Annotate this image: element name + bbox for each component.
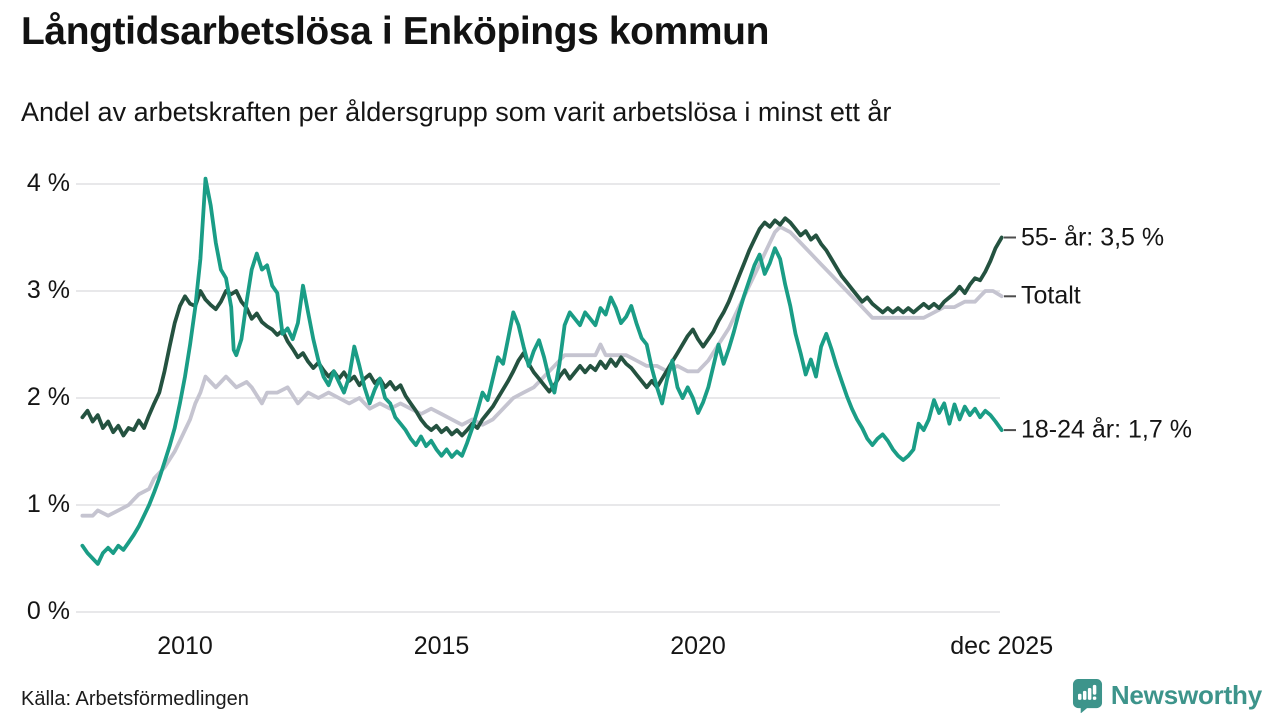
newsworthy-logo: Newsworthy (1072, 678, 1262, 713)
x-tick-label: 2015 (413, 632, 470, 660)
end-label-totalt: Totalt (1021, 281, 1081, 310)
y-tick-label: 1 % (26, 490, 70, 518)
newsworthy-wordmark: Newsworthy (1110, 680, 1262, 710)
y-tick-label: 4 % (26, 169, 70, 197)
series-line-55-r (80, 216, 1004, 438)
bar-chart-speech-bubble-icon (1072, 679, 1102, 713)
end-label-18-24-r: 18-24 år: 1,7 % (1021, 415, 1192, 444)
chart-subtitle: Andel av arbetskraften per åldersgrupp s… (21, 97, 892, 127)
end-label-55-r: 55- år: 3,5 % (1021, 223, 1165, 251)
x-tick-label: 2010 (157, 632, 213, 660)
series-line-18-24-r (80, 176, 1004, 566)
y-tick-label: 0 % (26, 597, 70, 625)
source-caption: Källa: Arbetsförmedlingen (21, 688, 249, 710)
x-tick-label: 2020 (670, 632, 726, 660)
x-tick-label: dec 2025 (950, 632, 1054, 660)
y-tick-label: 2 % (26, 383, 70, 411)
y-tick-label: 3 % (26, 276, 70, 304)
series-line-totalt (80, 224, 1004, 518)
page-title: Långtidsarbetslösa i Enköpings kommun (21, 10, 769, 53)
